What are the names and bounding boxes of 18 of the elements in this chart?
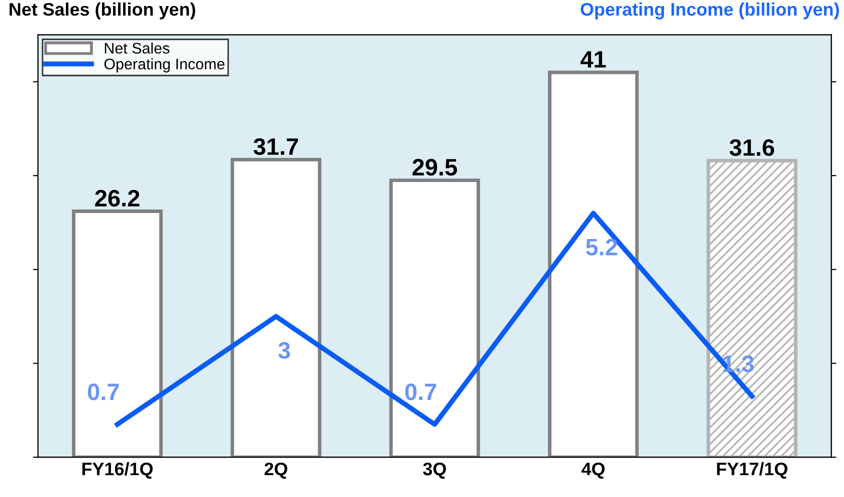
x-tick-label: FY16/1Q [82,462,153,479]
y-axis-title: Net Sales (billion yen) [10,2,196,20]
data-label: 29.5 [412,158,457,176]
y2-axis-title: Operating Income (billion yen) [580,2,839,20]
data-label: 41 [580,51,606,68]
legend-label: Operating Income [104,58,224,72]
x-tick-label: 2Q [264,462,288,479]
data-label: 31.7 [254,138,298,156]
data-label: 3 [278,342,290,359]
data-label: 0.7 [405,384,436,400]
x-tick-label: 3Q [423,462,446,479]
x-tick-label: FY17/1Q [717,462,788,479]
data-label: 0.7 [88,384,119,400]
data-label: 26.2 [95,190,140,207]
x-tick-label: 4Q [582,462,605,479]
data-label: 5.2 [586,238,618,256]
data-label: 31.6 [730,139,774,156]
legend-label: Net Sales [104,42,170,54]
